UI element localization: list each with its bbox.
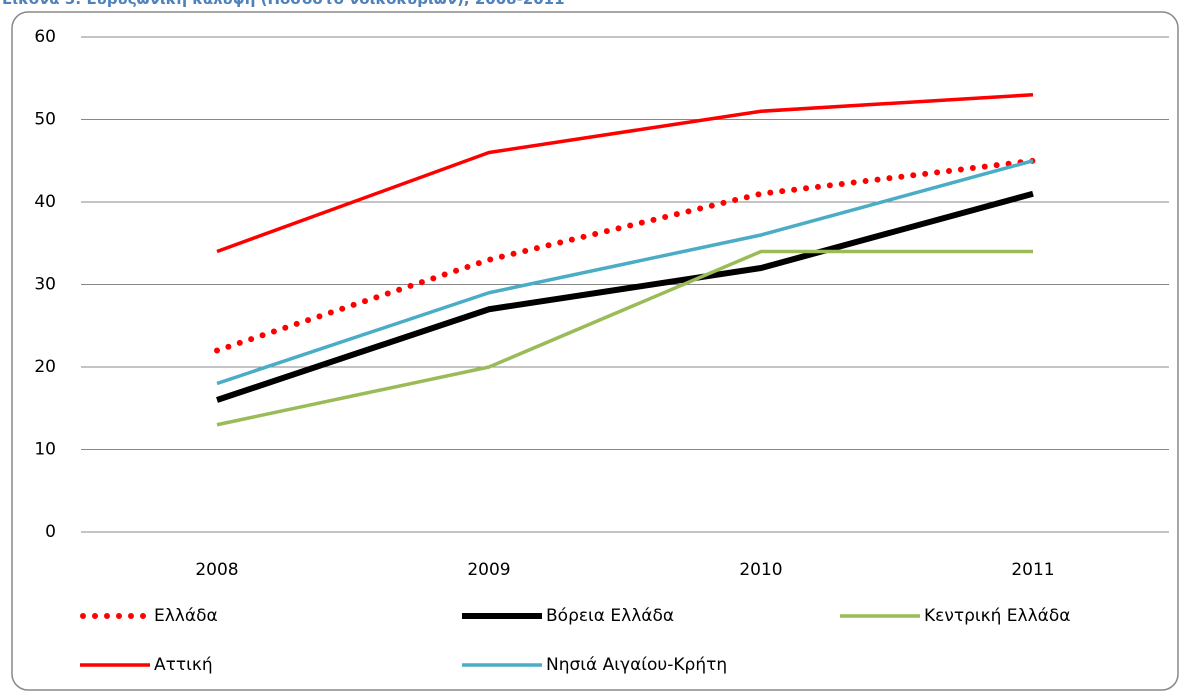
y-tick-label: 40	[34, 192, 56, 212]
y-tick-label: 30	[34, 275, 56, 295]
series-line	[214, 157, 1036, 354]
legend-label: Νησιά Αιγαίου-Κρήτη	[546, 655, 727, 675]
x-tick-label: 2011	[1011, 560, 1054, 580]
legend-label: Κεντρική Ελλάδα	[924, 606, 1070, 626]
chart-title: Εικόνα 5: Ευρυζωνική κάλυψη (Ποσοστό νοι…	[2, 0, 565, 8]
x-tick-label: 2009	[467, 560, 510, 580]
legend-label: Βόρεια Ελλάδα	[546, 606, 674, 626]
legend-label: Ελλάδα	[154, 606, 218, 626]
series-line	[216, 190, 1034, 403]
series-line	[216, 93, 1034, 254]
x-tick-label: 2008	[195, 560, 238, 580]
y-tick-label: 20	[34, 357, 56, 377]
x-tick-label: 2010	[739, 560, 782, 580]
y-tick-label: 10	[34, 440, 56, 460]
series-line	[216, 159, 1034, 386]
y-tick-label: 0	[45, 522, 56, 542]
y-tick-label: 50	[34, 110, 56, 130]
series-line	[216, 249, 1033, 427]
y-tick-label: 60	[34, 27, 56, 47]
chart-frame	[11, 11, 1179, 691]
legend-label: Αττική	[154, 655, 213, 675]
